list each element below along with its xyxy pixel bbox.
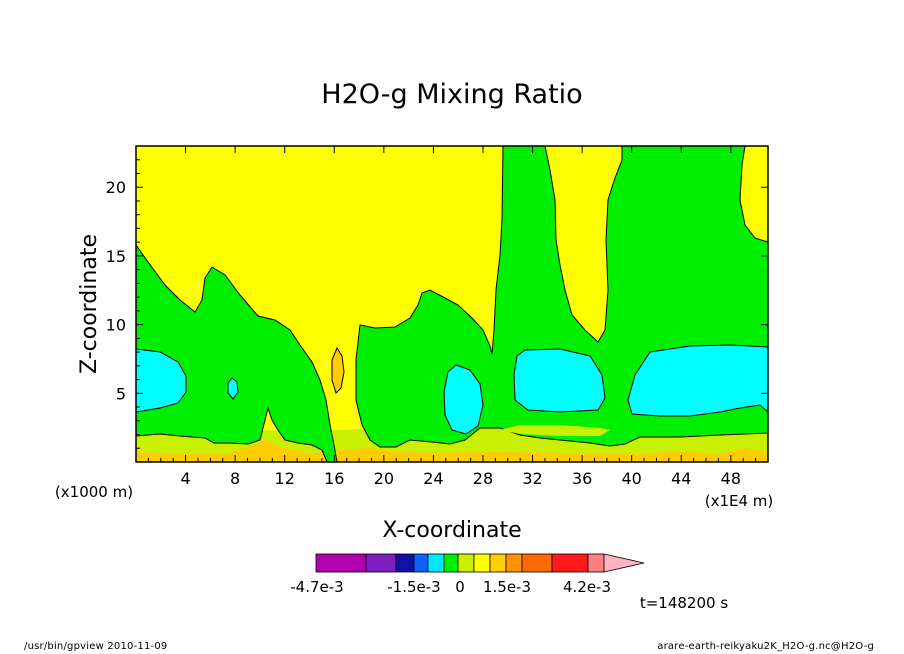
x-tick-label: 40 — [622, 469, 642, 488]
contour-yellow-green-center — [500, 425, 610, 436]
x-tick-label: 32 — [522, 469, 542, 488]
x-unit-right: (x1E4 m) — [705, 492, 774, 510]
colorbar-segment — [427, 553, 445, 573]
colorbar-labels: -4.7e-3 -1.5e-3 0 1.5e-3 4.2e-3 — [290, 578, 611, 596]
chart-title: H2O-g Mixing Ratio — [321, 79, 582, 110]
x-tick-label: 44 — [671, 469, 691, 488]
contour-cyan-2 — [227, 377, 239, 400]
colorbar-segment — [473, 553, 491, 573]
x-tick-label: 16 — [324, 469, 344, 488]
colorbar-segment — [489, 553, 507, 573]
contour-cyan-3 — [443, 364, 484, 435]
y-axis: 5 10 15 20 — [106, 159, 768, 449]
colorbar-segment — [587, 553, 605, 573]
x-tick-label: 24 — [423, 469, 443, 488]
plot-frame — [135, 145, 769, 463]
colorbar-segment — [551, 553, 589, 573]
contour-cyan-4 — [513, 348, 606, 413]
plot-area — [135, 145, 769, 463]
contour-orange-blob — [331, 346, 345, 394]
colorbar-label: 1.5e-3 — [483, 578, 531, 596]
x-tick-label: 4 — [180, 469, 190, 488]
footer-left-text: /usr/bin/gpview 2010-11-09 — [24, 641, 168, 652]
x-tick-label: 28 — [473, 469, 493, 488]
y-tick-label: 15 — [106, 247, 126, 266]
contour-cyan-1 — [135, 348, 187, 413]
colorbar — [315, 553, 645, 573]
footer-right-text: arare-earth-reikyaku2K_H2O-g.nc@H2O-g — [657, 641, 874, 652]
y-tick-label: 5 — [116, 384, 126, 403]
colorbar-label: 0 — [455, 578, 465, 596]
colorbar-segment — [365, 553, 397, 573]
colorbar-label: 4.2e-3 — [563, 578, 611, 596]
x-tick-label: 12 — [275, 469, 295, 488]
y-tick-label: 10 — [106, 316, 126, 335]
x-axis-label: X-coordinate — [382, 518, 521, 543]
y-axis-label: Z-coordinate — [77, 234, 102, 374]
colorbar-label: -1.5e-3 — [387, 578, 440, 596]
x-tick-label: 20 — [374, 469, 394, 488]
contour-cyan-5 — [627, 344, 769, 417]
colorbar-arrow — [603, 553, 645, 573]
colorbar-segment — [395, 553, 415, 573]
x-tick-label: 8 — [230, 469, 240, 488]
colorbar-segment — [443, 553, 459, 573]
time-label: t=148200 s — [640, 594, 728, 612]
y-tick-label: 20 — [106, 178, 126, 197]
contour-orange-band — [136, 440, 768, 462]
x-unit-left: (x1000 m) — [55, 483, 133, 501]
x-tick-label: 48 — [721, 469, 741, 488]
colorbar-segment — [521, 553, 553, 573]
colorbar-segment — [315, 553, 367, 573]
contour-green-left — [135, 243, 338, 463]
colorbar-segment — [505, 553, 523, 573]
x-axis: 4 8 12 16 20 24 28 32 36 40 44 48 — [147, 146, 757, 488]
colorbar-segment — [457, 553, 475, 573]
colorbar-segment — [413, 553, 429, 573]
x-tick-label: 36 — [572, 469, 592, 488]
colorbar-label: -4.7e-3 — [290, 578, 343, 596]
